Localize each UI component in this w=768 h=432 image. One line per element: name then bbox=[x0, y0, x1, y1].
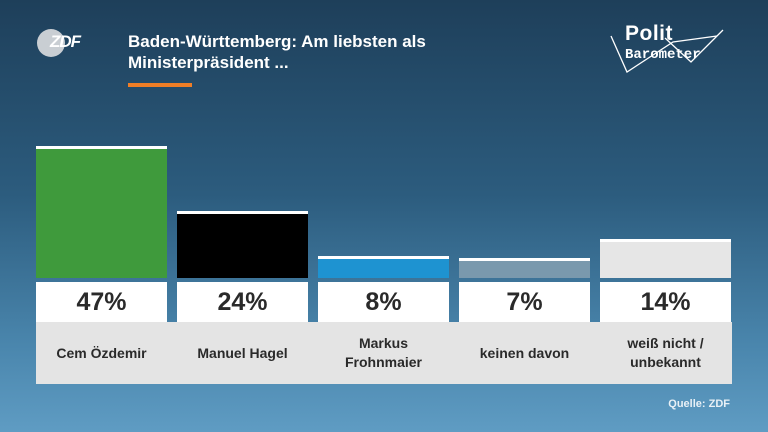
zdf-logo: ZDF bbox=[37, 29, 91, 57]
bar bbox=[459, 258, 590, 278]
value-label: 14% bbox=[600, 282, 731, 322]
politbarometer-logo: Polit Barometer bbox=[607, 22, 725, 74]
value-label: 24% bbox=[177, 282, 308, 322]
category-label: Manuel Hagel bbox=[197, 344, 288, 361]
category-label: Cem Özdemir bbox=[56, 344, 147, 361]
bar bbox=[600, 239, 731, 278]
title-accent-bar bbox=[128, 83, 192, 87]
value-label: 47% bbox=[36, 282, 167, 322]
category-label: weiß nicht / unbekannt bbox=[627, 335, 704, 370]
value-label: 7% bbox=[459, 282, 590, 322]
category-label-strip bbox=[36, 322, 732, 384]
bar bbox=[36, 146, 167, 278]
category-label: Markus Frohnmaier bbox=[344, 335, 422, 370]
value-label: 8% bbox=[318, 282, 449, 322]
source-note: Quelle: ZDF bbox=[668, 398, 730, 410]
bar bbox=[177, 211, 308, 278]
brand-polit: Polit bbox=[625, 22, 673, 45]
page-title: Baden-Württemberg: Am liebsten als Minis… bbox=[128, 32, 426, 72]
bar bbox=[318, 256, 449, 278]
checkmark-icon bbox=[610, 29, 724, 73]
category-label: keinen davon bbox=[479, 344, 570, 361]
brand-barometer: Barometer bbox=[625, 47, 701, 63]
zdf-logo-text: ZDF bbox=[50, 32, 81, 51]
zdf-logo-disc bbox=[37, 29, 65, 57]
